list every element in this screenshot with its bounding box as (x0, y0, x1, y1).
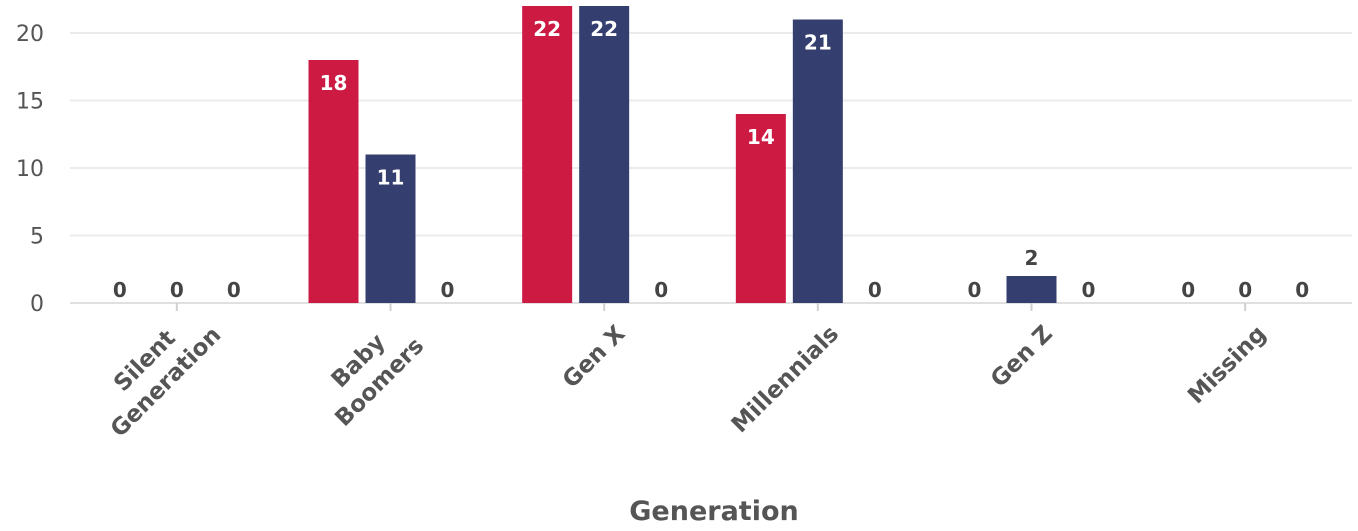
data-labels: 0 0 0 18 11 0 22 22 0 14 21 0 0 2 0 0 0 0 (113, 17, 1309, 302)
svg-text:Missing: Missing (1183, 321, 1271, 409)
y-tick-label: 15 (16, 90, 44, 115)
data-label: 0 (1082, 278, 1096, 302)
x-tick-label: Millennials (727, 321, 844, 438)
bar (735, 114, 786, 303)
svg-text:Gen X: Gen X (558, 321, 631, 394)
svg-text:Gen Z: Gen Z (986, 321, 1058, 393)
x-tick-label: Gen X (558, 321, 631, 394)
data-label: 0 (441, 278, 455, 302)
bar (1006, 276, 1057, 303)
x-axis-title: Generation (629, 496, 798, 527)
data-label: 0 (1181, 278, 1195, 302)
data-label: 22 (590, 17, 618, 41)
x-tick-label: BabyBoomers (309, 312, 430, 432)
data-label: 0 (1295, 278, 1309, 302)
data-label: 18 (320, 71, 348, 95)
x-axis: SilentGeneration BabyBoomers Gen X Millenni… (85, 301, 1271, 443)
data-label: 2 (1025, 246, 1039, 270)
x-tick-label: SilentGeneration (85, 301, 227, 443)
data-label: 11 (377, 166, 405, 190)
data-label: 21 (804, 31, 832, 55)
data-label: 0 (227, 278, 241, 302)
y-tick-label: 20 (16, 22, 44, 47)
bar (579, 6, 630, 303)
data-label: 22 (533, 17, 561, 41)
y-tick-label: 5 (30, 225, 44, 250)
y-tick-label: 10 (16, 157, 44, 182)
bars (308, 6, 1057, 303)
data-label: 0 (654, 278, 668, 302)
x-tick-label: Gen Z (986, 321, 1058, 393)
bar (308, 60, 359, 303)
bar (522, 6, 573, 303)
data-label: 0 (113, 278, 127, 302)
grid (70, 32, 1352, 311)
data-label: 0 (170, 278, 184, 302)
svg-text:BabyBoomers: BabyBoomers (309, 312, 429, 432)
data-label: 0 (968, 278, 982, 302)
data-label: 0 (868, 278, 882, 302)
x-tick-label: Missing (1183, 321, 1271, 409)
bar (792, 19, 843, 303)
y-tick-label: 0 (30, 292, 44, 317)
data-label: 14 (747, 125, 775, 149)
svg-text:SilentGeneration: SilentGeneration (85, 301, 227, 443)
svg-text:Millennials: Millennials (727, 321, 844, 438)
y-axis: 0 5 10 15 20 (16, 22, 44, 317)
data-label: 0 (1238, 278, 1252, 302)
bar (365, 154, 416, 303)
